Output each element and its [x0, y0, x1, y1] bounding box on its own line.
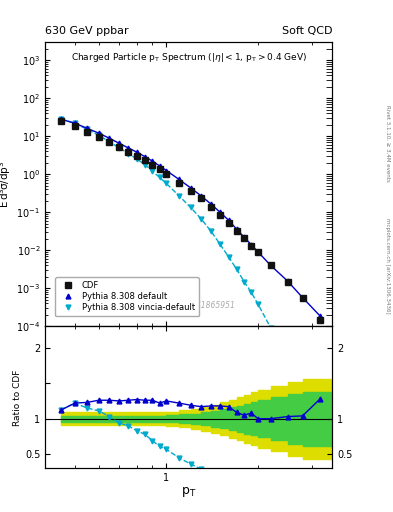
CDF [72, 123, 77, 130]
Pythia 8.308 vincia-default [199, 216, 204, 222]
CDF [218, 212, 222, 218]
Text: Soft QCD: Soft QCD [282, 26, 332, 36]
CDF [209, 204, 213, 210]
Pythia 8.308 default [226, 217, 231, 223]
Pythia 8.308 default [285, 278, 290, 284]
Text: Rivet 3.1.10, ≥ 3.4M events: Rivet 3.1.10, ≥ 3.4M events [385, 105, 390, 182]
CDF [143, 157, 147, 163]
Pythia 8.308 vincia-default [249, 289, 253, 295]
Pythia 8.308 vincia-default [150, 168, 155, 174]
Pythia 8.308 default [157, 163, 162, 169]
Y-axis label: Ratio to CDF: Ratio to CDF [13, 369, 22, 425]
Pythia 8.308 vincia-default [126, 151, 131, 157]
Line: CDF: CDF [58, 118, 323, 323]
CDF [157, 166, 162, 173]
Pythia 8.308 vincia-default [242, 279, 246, 285]
Pythia 8.308 default [59, 116, 63, 122]
Pythia 8.308 default [126, 145, 131, 151]
X-axis label: $\mathrm{p_T}$: $\mathrm{p_T}$ [181, 485, 196, 499]
Pythia 8.308 default [107, 135, 112, 141]
CDF [126, 148, 131, 155]
CDF [107, 139, 112, 145]
CDF [318, 317, 323, 323]
Pythia 8.308 vincia-default [59, 116, 63, 122]
Pythia 8.308 vincia-default [268, 325, 273, 331]
CDF [85, 129, 90, 135]
Text: CDF_1988_S1865951: CDF_1988_S1865951 [153, 300, 235, 309]
CDF [249, 243, 253, 249]
Pythia 8.308 default [249, 242, 253, 248]
Legend: CDF, Pythia 8.308 default, Pythia 8.308 vincia-default: CDF, Pythia 8.308 default, Pythia 8.308 … [55, 277, 199, 316]
Pythia 8.308 vincia-default [188, 204, 193, 210]
CDF [117, 144, 121, 150]
Pythia 8.308 default [134, 149, 139, 155]
CDF [150, 162, 155, 168]
Text: mcplots.cern.ch [arXiv:1306.3436]: mcplots.cern.ch [arXiv:1306.3436] [385, 219, 390, 314]
Pythia 8.308 vincia-default [134, 156, 139, 162]
Line: Pythia 8.308 default: Pythia 8.308 default [58, 117, 323, 318]
CDF [134, 153, 139, 159]
Pythia 8.308 vincia-default [226, 254, 231, 260]
Pythia 8.308 vincia-default [72, 120, 77, 126]
Text: 630 GeV ppbar: 630 GeV ppbar [45, 26, 129, 36]
Pythia 8.308 default [242, 234, 246, 240]
CDF [268, 262, 273, 268]
Text: Charged Particle $\mathrm{p_T}$ Spectrum ($|\eta|<1$, $\mathrm{p_T}>0.4$ GeV): Charged Particle $\mathrm{p_T}$ Spectrum… [71, 51, 307, 63]
Pythia 8.308 vincia-default [209, 228, 213, 234]
Pythia 8.308 vincia-default [157, 175, 162, 181]
Line: Pythia 8.308 vincia-default: Pythia 8.308 vincia-default [58, 117, 323, 403]
Pythia 8.308 vincia-default [285, 351, 290, 357]
Pythia 8.308 default [176, 176, 181, 182]
Pythia 8.308 default [164, 167, 169, 174]
Pythia 8.308 default [188, 185, 193, 191]
CDF [199, 196, 204, 202]
Pythia 8.308 default [218, 209, 222, 216]
CDF [256, 249, 261, 255]
Pythia 8.308 default [268, 262, 273, 268]
Pythia 8.308 vincia-default [300, 373, 305, 379]
Pythia 8.308 vincia-default [176, 193, 181, 199]
CDF [96, 134, 101, 140]
Pythia 8.308 default [199, 193, 204, 199]
CDF [164, 171, 169, 177]
Pythia 8.308 vincia-default [318, 398, 323, 404]
CDF [59, 118, 63, 124]
Pythia 8.308 vincia-default [234, 266, 239, 272]
Pythia 8.308 default [72, 120, 77, 126]
Pythia 8.308 default [85, 125, 90, 132]
Y-axis label: $\mathrm{E\,d^3\!\sigma/dp^3}$: $\mathrm{E\,d^3\!\sigma/dp^3}$ [0, 160, 13, 208]
Pythia 8.308 default [209, 201, 213, 207]
Pythia 8.308 default [143, 154, 147, 160]
Pythia 8.308 vincia-default [218, 241, 222, 247]
CDF [234, 227, 239, 233]
Pythia 8.308 vincia-default [107, 139, 112, 145]
CDF [242, 235, 246, 241]
Pythia 8.308 vincia-default [256, 301, 261, 307]
Pythia 8.308 default [117, 140, 121, 146]
Pythia 8.308 vincia-default [85, 126, 90, 133]
Pythia 8.308 default [234, 226, 239, 232]
Pythia 8.308 default [256, 249, 261, 255]
Pythia 8.308 default [300, 294, 305, 301]
CDF [226, 220, 231, 226]
Pythia 8.308 default [150, 158, 155, 164]
Pythia 8.308 vincia-default [117, 145, 121, 151]
Pythia 8.308 vincia-default [164, 180, 169, 186]
CDF [188, 187, 193, 194]
Pythia 8.308 vincia-default [96, 132, 101, 138]
CDF [300, 295, 305, 301]
Pythia 8.308 default [318, 313, 323, 319]
Pythia 8.308 default [96, 130, 101, 136]
CDF [285, 279, 290, 285]
Pythia 8.308 vincia-default [143, 161, 147, 167]
CDF [176, 180, 181, 186]
